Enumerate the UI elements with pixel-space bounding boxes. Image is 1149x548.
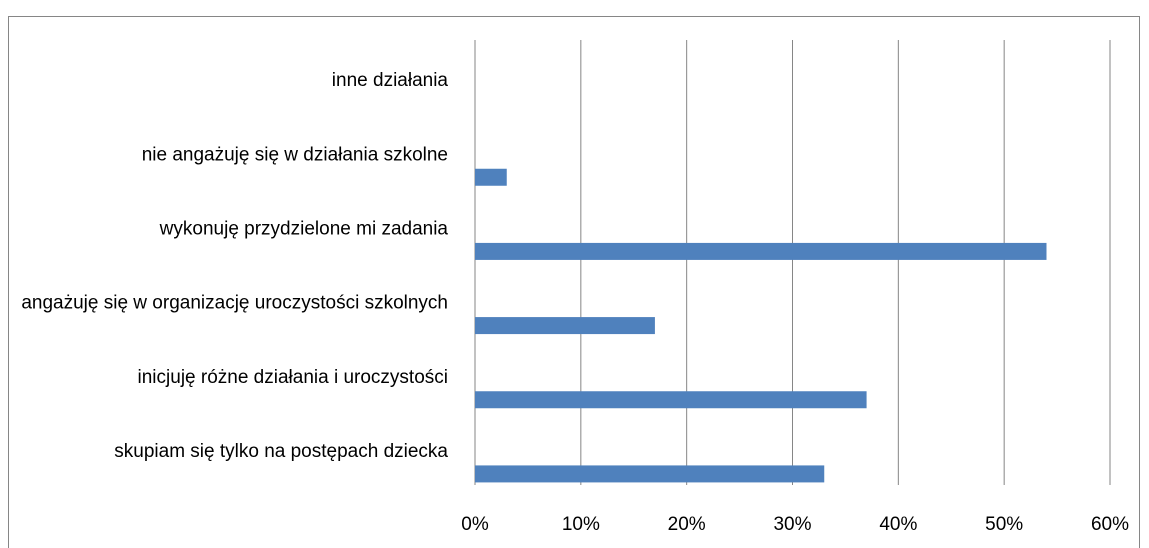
y-tick-label: inicjuję różne działania i uroczystości xyxy=(138,367,448,388)
bar xyxy=(475,465,825,483)
x-tick-label: 50% xyxy=(985,514,1023,535)
x-tick-label: 40% xyxy=(879,514,917,535)
x-tick-label: 20% xyxy=(668,514,706,535)
x-tick-label: 60% xyxy=(1091,514,1129,535)
y-tick-label: inne działania xyxy=(332,70,449,91)
x-tick-label: 10% xyxy=(562,514,600,535)
x-tick-label: 0% xyxy=(461,514,489,535)
bar xyxy=(475,242,1047,260)
y-tick-label: angażuję się w organizację uroczystości … xyxy=(21,293,448,314)
bar xyxy=(475,317,655,335)
bar xyxy=(475,168,507,186)
chart-border xyxy=(8,16,1140,548)
y-tick-label: wykonuję przydzielone mi zadania xyxy=(159,218,449,239)
y-tick-label: nie angażuję się w działania szkolne xyxy=(142,144,448,165)
x-tick-label: 30% xyxy=(773,514,811,535)
y-tick-label: skupiam się tylko na postępach dziecka xyxy=(114,441,448,462)
bar xyxy=(475,391,867,409)
